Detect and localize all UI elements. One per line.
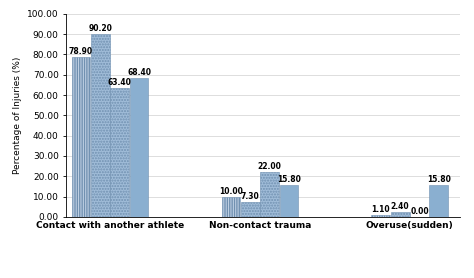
- Y-axis label: Percentage of Injuries (%): Percentage of Injuries (%): [12, 57, 21, 174]
- Text: 63.40: 63.40: [108, 78, 132, 87]
- Text: 2.40: 2.40: [391, 202, 410, 211]
- Bar: [130, 78, 148, 217]
- Bar: [91, 34, 110, 217]
- Bar: [241, 202, 260, 217]
- Text: 7.30: 7.30: [241, 192, 260, 201]
- Text: 0.00: 0.00: [410, 207, 429, 216]
- Text: 15.80: 15.80: [427, 175, 451, 184]
- Text: 22.00: 22.00: [258, 162, 282, 171]
- Text: 10.00: 10.00: [219, 187, 243, 195]
- Bar: [372, 215, 390, 217]
- Text: 90.20: 90.20: [89, 24, 112, 33]
- Text: 15.80: 15.80: [277, 175, 301, 184]
- Text: 78.90: 78.90: [69, 47, 93, 56]
- Text: 68.40: 68.40: [127, 68, 151, 77]
- Bar: [429, 185, 448, 217]
- Bar: [391, 212, 410, 217]
- Bar: [280, 185, 298, 217]
- Bar: [110, 88, 129, 217]
- Text: 1.10: 1.10: [372, 205, 390, 214]
- Bar: [221, 197, 240, 217]
- Bar: [72, 57, 91, 217]
- Bar: [260, 172, 279, 217]
